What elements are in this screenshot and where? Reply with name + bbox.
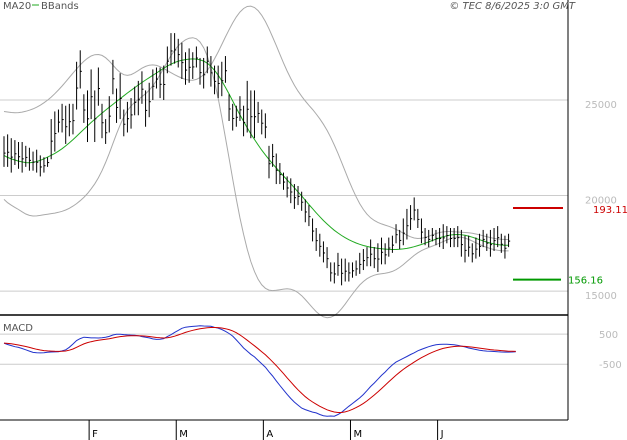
price-tick-label: 20000 <box>585 196 617 207</box>
month-label: M <box>353 429 362 440</box>
month-label: J <box>440 429 444 440</box>
bbands-legend: BBands <box>41 1 79 12</box>
support-level-label: 156.16 <box>568 276 603 287</box>
credit-text: © TEC 8/6/2025 3:0 GMT <box>449 1 576 12</box>
macd-signal-line <box>3 327 516 413</box>
bband-lower-line <box>3 37 509 319</box>
bband-upper-line <box>3 5 509 240</box>
macd-tick-label: -500 <box>599 360 622 371</box>
macd-title: MACD <box>3 323 33 334</box>
resistance-level-label: 193.11 <box>593 205 627 216</box>
price-tick-label: 15000 <box>585 291 617 302</box>
macd-tick-label: 500 <box>599 330 618 341</box>
month-label: F <box>92 429 98 440</box>
price-tick-label: 25000 <box>585 100 617 111</box>
month-label: A <box>266 429 273 440</box>
ma20-line <box>3 58 509 250</box>
macd-line <box>3 325 516 417</box>
month-label: M <box>179 429 188 440</box>
ma-legend: MA20 <box>3 1 31 12</box>
